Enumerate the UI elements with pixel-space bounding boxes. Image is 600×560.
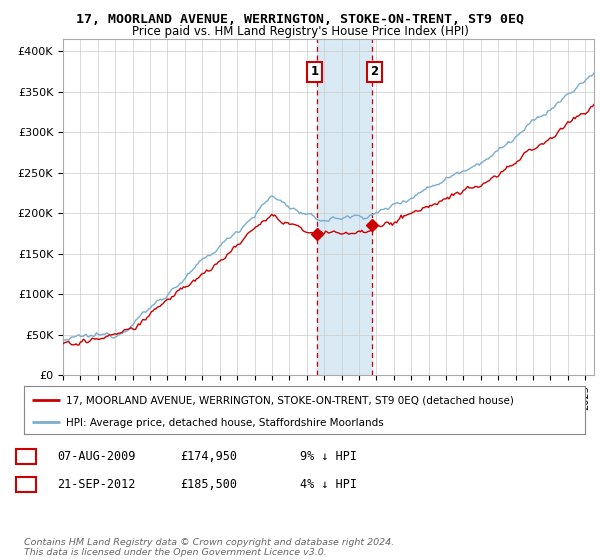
Text: Contains HM Land Registry data © Crown copyright and database right 2024.
This d: Contains HM Land Registry data © Crown c… (24, 538, 394, 557)
Text: 2: 2 (23, 478, 31, 491)
Text: 07-AUG-2009: 07-AUG-2009 (57, 450, 136, 463)
Text: 17, MOORLAND AVENUE, WERRINGTON, STOKE-ON-TRENT, ST9 0EQ (detached house): 17, MOORLAND AVENUE, WERRINGTON, STOKE-O… (66, 395, 514, 405)
Text: 4% ↓ HPI: 4% ↓ HPI (300, 478, 357, 491)
Text: £174,950: £174,950 (180, 450, 237, 463)
Text: 1: 1 (311, 65, 319, 78)
Text: 1: 1 (23, 450, 31, 463)
Text: Price paid vs. HM Land Registry's House Price Index (HPI): Price paid vs. HM Land Registry's House … (131, 25, 469, 38)
Text: 17, MOORLAND AVENUE, WERRINGTON, STOKE-ON-TRENT, ST9 0EQ: 17, MOORLAND AVENUE, WERRINGTON, STOKE-O… (76, 13, 524, 26)
Text: 21-SEP-2012: 21-SEP-2012 (57, 478, 136, 491)
Bar (317, 39, 371, 375)
Text: £185,500: £185,500 (180, 478, 237, 491)
Text: 9% ↓ HPI: 9% ↓ HPI (300, 450, 357, 463)
Text: HPI: Average price, detached house, Staffordshire Moorlands: HPI: Average price, detached house, Staf… (66, 418, 384, 428)
Text: 2: 2 (370, 65, 378, 78)
